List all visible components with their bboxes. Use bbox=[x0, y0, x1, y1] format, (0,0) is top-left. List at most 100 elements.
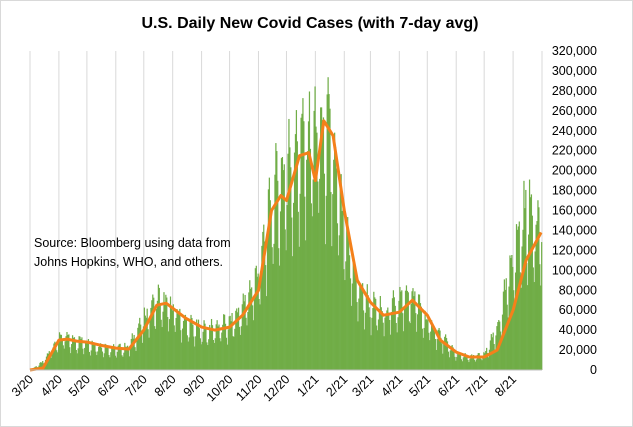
daily-bar bbox=[220, 341, 222, 370]
daily-bar bbox=[308, 91, 311, 370]
daily-bar bbox=[221, 332, 223, 370]
x-tick-label: 4/20 bbox=[38, 372, 65, 399]
daily-bar bbox=[188, 337, 190, 370]
daily-bar bbox=[452, 347, 454, 370]
daily-bar bbox=[304, 196, 306, 370]
daily-bar bbox=[419, 303, 422, 370]
daily-bar bbox=[291, 217, 293, 370]
daily-bar bbox=[335, 168, 338, 370]
daily-bar bbox=[219, 338, 221, 370]
daily-bar bbox=[71, 335, 74, 370]
daily-bar bbox=[192, 324, 194, 370]
daily-bar bbox=[353, 267, 355, 370]
daily-bar bbox=[494, 349, 496, 370]
daily-bar bbox=[540, 285, 542, 370]
daily-bar bbox=[276, 151, 278, 370]
daily-bar bbox=[225, 337, 228, 370]
daily-bar bbox=[331, 246, 333, 370]
daily-bar bbox=[129, 348, 132, 370]
daily-bar bbox=[298, 246, 300, 370]
daily-bar bbox=[93, 342, 95, 370]
daily-bar bbox=[86, 342, 89, 370]
daily-bar bbox=[389, 320, 391, 370]
daily-bar bbox=[314, 86, 316, 370]
daily-bar bbox=[407, 292, 409, 370]
daily-bar bbox=[78, 336, 80, 370]
daily-bar bbox=[513, 290, 515, 370]
daily-bar bbox=[394, 305, 396, 370]
daily-bar bbox=[524, 208, 526, 370]
daily-bar bbox=[514, 307, 516, 370]
daily-bar bbox=[306, 151, 309, 370]
daily-bar bbox=[161, 327, 163, 370]
daily-bar bbox=[203, 320, 205, 370]
daily-bar bbox=[332, 194, 334, 370]
daily-bar bbox=[282, 170, 284, 370]
daily-bar bbox=[461, 361, 464, 370]
daily-bar bbox=[375, 325, 378, 370]
daily-bar bbox=[475, 359, 478, 370]
daily-bar bbox=[277, 180, 279, 370]
daily-bar bbox=[433, 331, 436, 370]
daily-bar bbox=[398, 300, 400, 370]
daily-bar bbox=[481, 360, 483, 370]
daily-bar bbox=[233, 336, 235, 370]
daily-bar bbox=[155, 309, 158, 370]
daily-bar bbox=[165, 294, 167, 370]
daily-bar bbox=[411, 291, 413, 370]
x-tick-label: 12/20 bbox=[261, 372, 293, 404]
daily-bar bbox=[305, 240, 307, 370]
daily-bar bbox=[311, 216, 313, 370]
daily-bar bbox=[153, 297, 155, 370]
daily-bar bbox=[74, 341, 76, 370]
daily-bar bbox=[296, 141, 298, 370]
daily-bar bbox=[228, 316, 230, 370]
y-tick-label: 180,000 bbox=[552, 184, 597, 198]
daily-bar bbox=[362, 310, 365, 370]
daily-bar bbox=[336, 223, 339, 370]
daily-bar bbox=[99, 343, 102, 370]
y-tick-label: 20,000 bbox=[559, 343, 597, 357]
daily-bar bbox=[258, 298, 260, 370]
daily-bar bbox=[272, 263, 274, 370]
daily-bar bbox=[209, 327, 212, 370]
daily-bar bbox=[359, 286, 361, 370]
daily-bar bbox=[146, 308, 148, 370]
daily-bar bbox=[501, 314, 504, 370]
source-annotation: Source: Bloomberg using data from Johns … bbox=[34, 236, 231, 269]
daily-bar bbox=[55, 345, 57, 370]
daily-bar bbox=[136, 339, 138, 370]
daily-bar bbox=[140, 330, 143, 370]
daily-bar bbox=[320, 107, 322, 371]
daily-bar bbox=[163, 292, 165, 370]
daily-bar bbox=[506, 304, 508, 370]
daily-bar bbox=[523, 180, 525, 370]
daily-bar bbox=[437, 329, 439, 370]
daily-bar bbox=[434, 339, 436, 370]
daily-bar bbox=[130, 338, 132, 370]
daily-bar bbox=[471, 354, 473, 370]
daily-bar bbox=[307, 121, 310, 370]
y-tick-label: 260,000 bbox=[552, 104, 597, 118]
daily-bar bbox=[113, 346, 116, 370]
daily-bar bbox=[422, 337, 424, 370]
daily-bar bbox=[473, 359, 476, 370]
daily-bar bbox=[73, 337, 76, 370]
daily-bar bbox=[339, 181, 341, 370]
daily-bar bbox=[480, 358, 482, 370]
daily-bar bbox=[414, 291, 416, 370]
y-tick-labels: 0 20,000 40,000 60,000 80,000 100,000 120,000 1… bbox=[552, 44, 597, 377]
daily-bar bbox=[315, 126, 317, 370]
daily-bar bbox=[362, 283, 364, 370]
daily-bar bbox=[101, 351, 104, 370]
x-tick-label: 8/21 bbox=[492, 372, 519, 399]
y-tick-label: 0 bbox=[590, 363, 597, 377]
daily-bar bbox=[64, 341, 66, 370]
daily-bar bbox=[235, 310, 237, 370]
y-tick-label: 80,000 bbox=[559, 283, 597, 297]
daily-bar bbox=[177, 311, 179, 370]
daily-bar bbox=[251, 287, 253, 370]
daily-bar bbox=[382, 322, 384, 370]
daily-bar bbox=[396, 332, 398, 370]
daily-bar bbox=[425, 319, 427, 370]
